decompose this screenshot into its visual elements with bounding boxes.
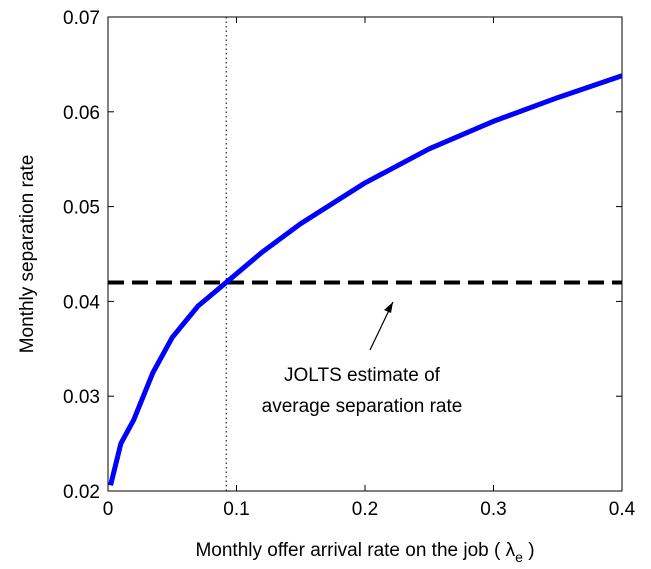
- y-tick-label: 0.03: [63, 387, 100, 408]
- y-axis-label: Monthly separation rate: [17, 155, 38, 354]
- annotation: average separation rate: [262, 396, 463, 417]
- y-tick-label: 0.06: [63, 103, 100, 124]
- y-tick-label: 0.04: [63, 292, 100, 313]
- arrow-head: [384, 302, 393, 313]
- x-tick-label: 0.4: [609, 499, 636, 520]
- annotation: JOLTS estimate of: [284, 365, 441, 386]
- y-tick-label: 0.02: [63, 482, 100, 503]
- x-tick-label: 0.1: [223, 499, 249, 520]
- x-tick-label: 0.2: [352, 499, 378, 520]
- x-axis-label: Monthly offer arrival rate on the job ( …: [195, 540, 534, 565]
- y-tick-label: 0.07: [63, 8, 100, 29]
- plot-frame: [107, 16, 623, 492]
- data-line: [108, 73, 623, 486]
- y-tick-label: 0.05: [63, 198, 100, 219]
- x-tick-label: 0: [103, 499, 114, 520]
- x-tick-label: 0.3: [480, 499, 506, 520]
